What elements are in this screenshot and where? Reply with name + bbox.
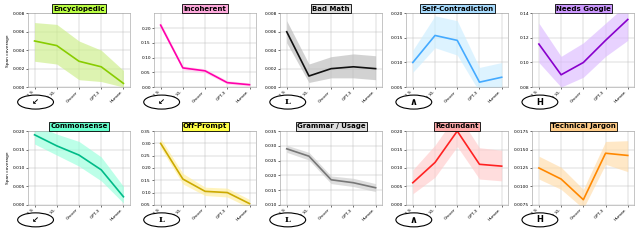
Text: L: L xyxy=(285,98,291,106)
Title: Off-Prompt: Off-Prompt xyxy=(183,123,227,129)
Title: Encyclopedic: Encyclopedic xyxy=(53,6,105,12)
Text: L: L xyxy=(285,216,291,224)
Text: ↙: ↙ xyxy=(158,98,165,106)
Text: ↙: ↙ xyxy=(32,215,39,224)
Y-axis label: Span coverage: Span coverage xyxy=(6,152,10,184)
Text: ∧: ∧ xyxy=(410,97,418,107)
Text: H: H xyxy=(536,215,543,224)
Text: ∧: ∧ xyxy=(410,215,418,225)
Text: ↙: ↙ xyxy=(32,98,39,106)
Title: Incoherent: Incoherent xyxy=(184,6,227,12)
Title: Redundant: Redundant xyxy=(435,123,479,129)
Title: Self-Contradiction: Self-Contradiction xyxy=(421,6,493,12)
Text: H: H xyxy=(536,98,543,106)
Text: L: L xyxy=(159,216,164,224)
Title: Technical Jargon: Technical Jargon xyxy=(551,123,616,129)
Title: Needs Google: Needs Google xyxy=(556,6,611,12)
Title: Commonsense: Commonsense xyxy=(51,123,108,129)
Title: Grammar / Usage: Grammar / Usage xyxy=(297,123,365,129)
Y-axis label: Span coverage: Span coverage xyxy=(6,34,10,66)
Title: Bad Math: Bad Math xyxy=(312,6,350,12)
